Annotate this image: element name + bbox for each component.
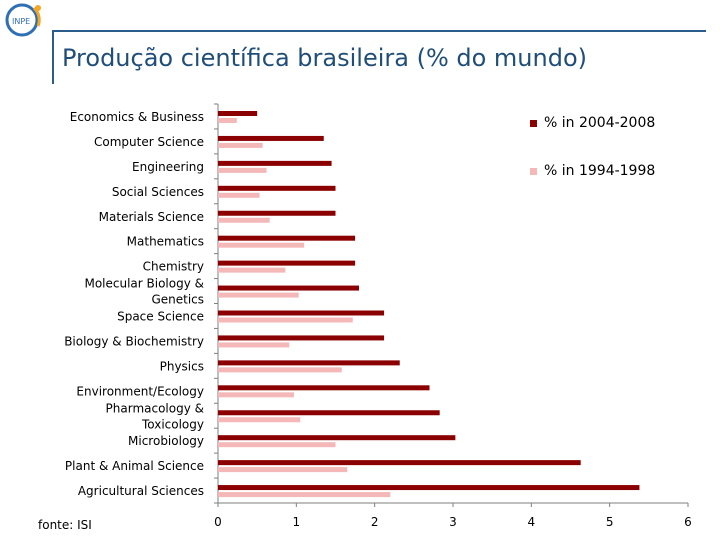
legend-label: % in 1994-1998 [544, 163, 655, 179]
bar-2004-2008 [218, 185, 336, 191]
category-label: Plant & Animal Science [65, 459, 204, 473]
bar-2004-2008 [218, 435, 456, 441]
legend-swatch [530, 168, 537, 175]
x-tick-label: 2 [371, 515, 379, 529]
category-label: Pharmacology & [106, 401, 204, 415]
category-label: Chemistry [143, 260, 204, 274]
bar-2004-2008 [218, 135, 324, 141]
category-label: Economics & Business [70, 110, 204, 124]
bar-2004-2008 [218, 410, 440, 416]
bar-1994-1998 [218, 267, 286, 273]
bar-2004-2008 [218, 260, 356, 266]
bar-1994-1998 [218, 217, 270, 223]
category-label: Biology & Biochemistry [64, 334, 204, 348]
bar-2004-2008 [218, 335, 385, 341]
category-label: Environment/Ecology [76, 384, 204, 398]
category-label: Mathematics [127, 235, 204, 249]
category-label: Space Science [117, 310, 204, 324]
x-tick-label: 4 [528, 515, 536, 529]
bar-1994-1998 [218, 392, 294, 398]
bar-2004-2008 [218, 160, 332, 166]
chart-title: Produção científica brasileira (% do mun… [62, 44, 588, 72]
svg-text:INPE: INPE [12, 17, 30, 26]
legend-label: % in 2004-2008 [544, 115, 655, 131]
category-label: Molecular Biology & [84, 277, 204, 291]
bar-2004-2008 [218, 210, 336, 216]
category-label: Physics [160, 359, 204, 373]
bar-1994-1998 [218, 367, 342, 373]
category-label: Microbiology [128, 434, 204, 448]
bar-2004-2008 [218, 360, 400, 366]
bar-1994-1998 [218, 167, 267, 173]
category-label: Social Sciences [112, 185, 204, 199]
bar-1994-1998 [218, 442, 336, 448]
x-tick-label: 1 [293, 515, 301, 529]
bar-1994-1998 [218, 467, 348, 473]
bar-1994-1998 [218, 492, 391, 498]
bar-2004-2008 [218, 460, 581, 466]
bar-1994-1998 [218, 417, 301, 423]
x-tick-label: 5 [606, 515, 614, 529]
bar-2004-2008 [218, 235, 356, 241]
category-label: Toxicology [141, 417, 204, 431]
bar-2004-2008 [218, 285, 359, 291]
title-frame [52, 30, 706, 84]
bar-2004-2008 [218, 485, 640, 491]
x-tick-label: 3 [449, 515, 457, 529]
x-tick-label: 0 [214, 515, 222, 529]
bar-2004-2008 [218, 310, 385, 316]
ufmg-logo-icon: INPE [5, 3, 41, 37]
bar-1994-1998 [218, 242, 305, 248]
source-note: fonte: ISI [38, 518, 92, 532]
bar-2004-2008 [218, 385, 430, 391]
bar-1994-1998 [218, 142, 263, 148]
bar-1994-1998 [218, 192, 260, 198]
category-label: Genetics [151, 293, 204, 307]
category-label: Agricultural Sciences [78, 484, 204, 498]
bar-1994-1998 [218, 317, 353, 323]
category-label: Computer Science [94, 135, 204, 149]
category-label: Engineering [132, 160, 204, 174]
bar-1994-1998 [218, 292, 299, 298]
bar-1994-1998 [218, 342, 290, 348]
bar-1994-1998 [218, 118, 237, 123]
category-label: Materials Science [99, 210, 204, 224]
bar-2004-2008 [218, 111, 258, 116]
legend-swatch [530, 120, 537, 127]
x-tick-label: 6 [684, 515, 692, 529]
